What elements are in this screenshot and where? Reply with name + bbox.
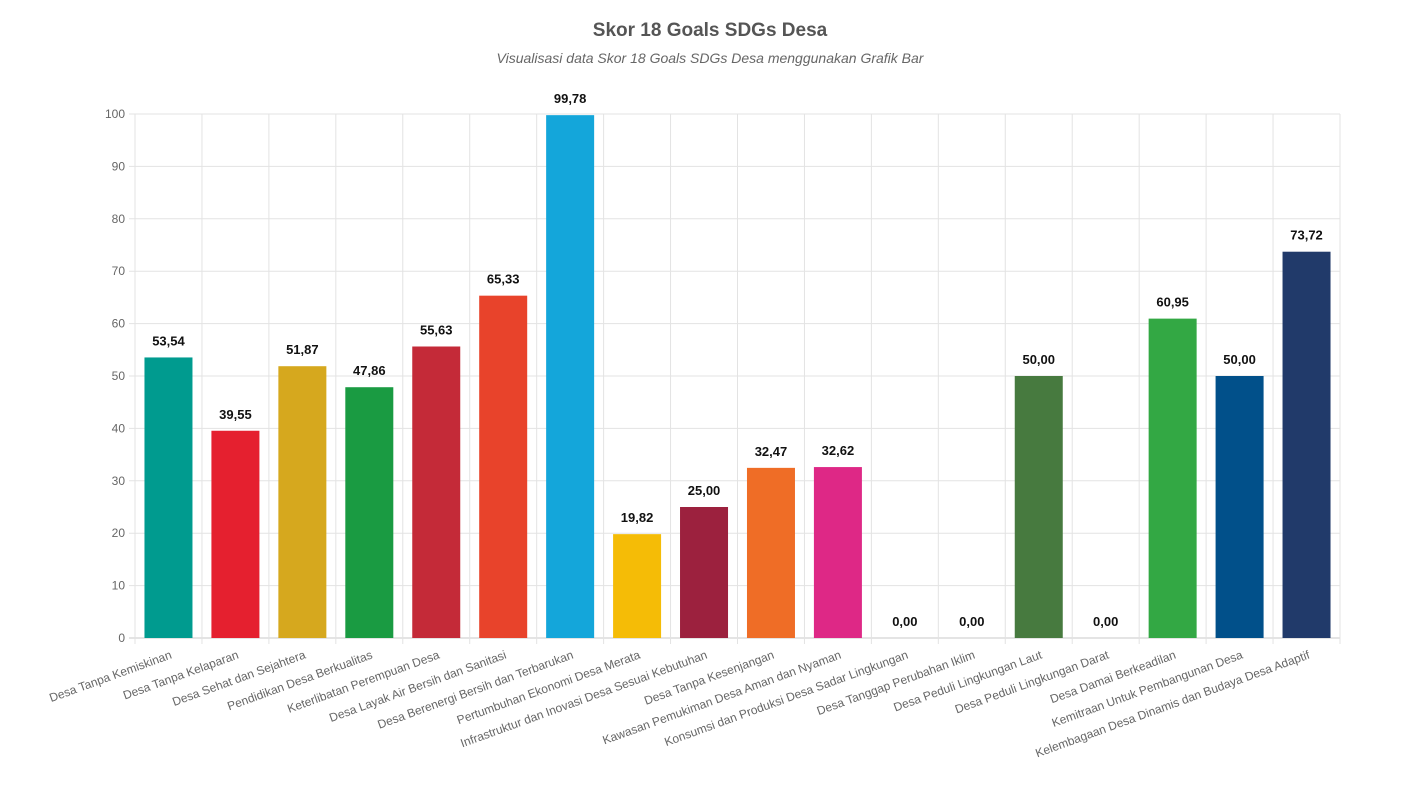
data-label: 0,00 bbox=[959, 614, 984, 629]
y-tick-label: 50 bbox=[112, 369, 126, 383]
bar[interactable] bbox=[546, 115, 595, 638]
chart-subtitle: Visualisasi data Skor 18 Goals SDGs Desa… bbox=[496, 50, 924, 66]
data-label: 39,55 bbox=[219, 407, 252, 422]
y-tick-label: 90 bbox=[112, 159, 126, 173]
bar[interactable] bbox=[1215, 376, 1264, 638]
y-tick-label: 20 bbox=[112, 526, 126, 540]
bar[interactable] bbox=[479, 295, 528, 638]
data-label: 53,54 bbox=[152, 333, 185, 348]
data-label: 32,47 bbox=[755, 444, 788, 459]
y-tick-label: 60 bbox=[112, 317, 126, 331]
data-label: 50,00 bbox=[1223, 352, 1256, 367]
data-label: 47,86 bbox=[353, 363, 386, 378]
data-label: 55,63 bbox=[420, 322, 453, 337]
bar[interactable] bbox=[746, 467, 795, 638]
grid-lines bbox=[129, 113, 1341, 644]
y-tick-label: 100 bbox=[105, 107, 125, 121]
data-label: 25,00 bbox=[688, 483, 721, 498]
bar[interactable] bbox=[345, 387, 394, 638]
data-label: 0,00 bbox=[892, 614, 917, 629]
bar[interactable] bbox=[613, 534, 662, 638]
data-labels: 53,54 39,55 51,87 47,86 55,63 65,33 99,78 19,82… bbox=[152, 91, 1323, 629]
data-label: 73,72 bbox=[1290, 228, 1323, 243]
bar[interactable] bbox=[412, 346, 461, 638]
data-label: 32,62 bbox=[822, 443, 855, 458]
y-axis: 0 10 20 30 40 50 60 70 80 90 100 bbox=[105, 107, 125, 645]
data-label: 51,87 bbox=[286, 342, 319, 357]
data-label: 19,82 bbox=[621, 510, 654, 525]
bar[interactable] bbox=[211, 430, 260, 638]
bar[interactable] bbox=[278, 366, 327, 638]
data-label: 50,00 bbox=[1022, 352, 1055, 367]
bar[interactable] bbox=[1282, 251, 1331, 638]
y-tick-label: 40 bbox=[112, 421, 126, 435]
y-tick-label: 0 bbox=[118, 631, 125, 645]
data-label: 65,33 bbox=[487, 272, 520, 287]
data-label: 60,95 bbox=[1156, 295, 1189, 310]
bar[interactable] bbox=[813, 467, 862, 638]
bar[interactable] bbox=[680, 507, 729, 638]
y-tick-label: 10 bbox=[112, 579, 126, 593]
y-tick-label: 80 bbox=[112, 212, 126, 226]
bars bbox=[144, 115, 1331, 638]
data-label: 99,78 bbox=[554, 91, 587, 106]
y-tick-label: 70 bbox=[112, 264, 126, 278]
chart-title: Skor 18 Goals SDGs Desa bbox=[592, 20, 828, 41]
data-label: 0,00 bbox=[1093, 614, 1118, 629]
bar[interactable] bbox=[144, 357, 193, 638]
y-tick-label: 30 bbox=[112, 474, 126, 488]
bar[interactable] bbox=[1014, 376, 1063, 638]
bar[interactable] bbox=[1148, 318, 1197, 638]
